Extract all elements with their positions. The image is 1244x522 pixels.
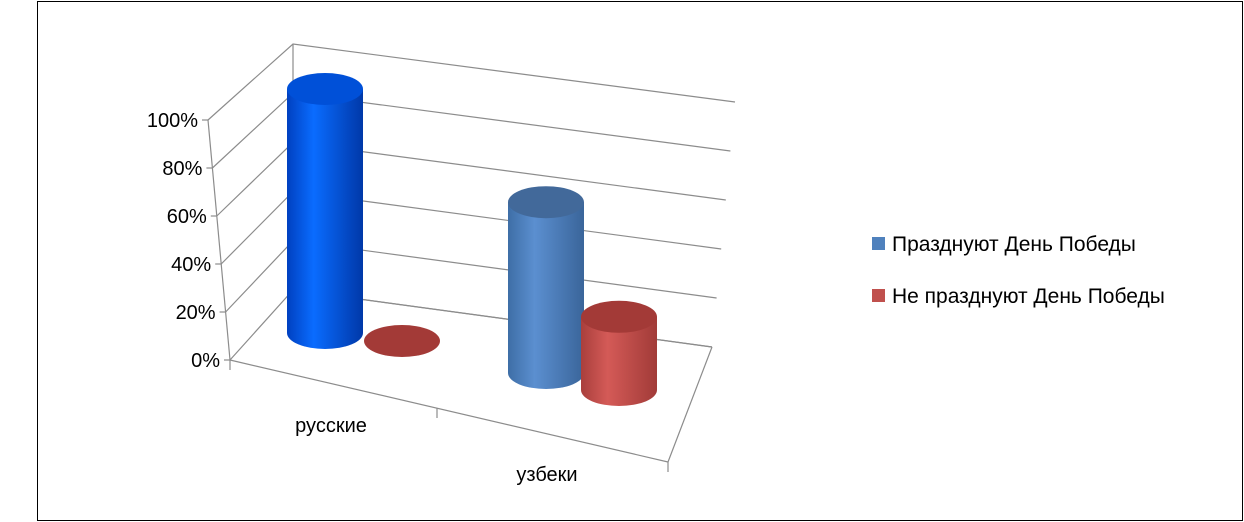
bar-top xyxy=(364,325,440,357)
bar-top xyxy=(287,73,363,105)
bar-top xyxy=(508,186,584,219)
category-label: узбеки xyxy=(516,464,577,486)
bar-body xyxy=(581,316,657,406)
bar-body xyxy=(508,202,584,389)
bar-celebrate-1 xyxy=(508,186,584,389)
side-wall-front-edge xyxy=(207,119,231,361)
bar-body xyxy=(287,89,363,349)
legend: Празднуют День Победы Не празднуют День … xyxy=(872,233,1165,308)
y-tick-label: 20% xyxy=(176,302,216,324)
y-tick-label: 60% xyxy=(167,206,207,228)
y-tick-label: 0% xyxy=(191,350,220,372)
bar-not-celebrate-0 xyxy=(364,325,440,357)
category-label: русские xyxy=(295,415,367,437)
floor-right-edge xyxy=(667,346,713,463)
y-tick-labels: 0% 20% 40% 60% 80% 100% xyxy=(147,110,220,372)
legend-swatch-series-2 xyxy=(872,289,885,302)
floor-ticks xyxy=(229,360,669,472)
y-tick-label: 100% xyxy=(147,110,198,132)
bar-top xyxy=(581,300,657,333)
gridline xyxy=(207,43,736,121)
legend-label-series-2: Не празднуют День Победы xyxy=(892,285,1165,308)
floor-front-edge xyxy=(229,359,669,463)
bars xyxy=(287,73,657,406)
y-tick-label: 40% xyxy=(171,254,211,276)
legend-label-series-1: Празднуют День Победы xyxy=(892,233,1136,256)
chart-frame xyxy=(37,1,1243,521)
y-tick-label: 80% xyxy=(162,158,202,180)
bar-celebrate-0 xyxy=(287,73,363,349)
bar-not-celebrate-1 xyxy=(581,300,657,406)
legend-swatch-series-1 xyxy=(872,237,885,250)
